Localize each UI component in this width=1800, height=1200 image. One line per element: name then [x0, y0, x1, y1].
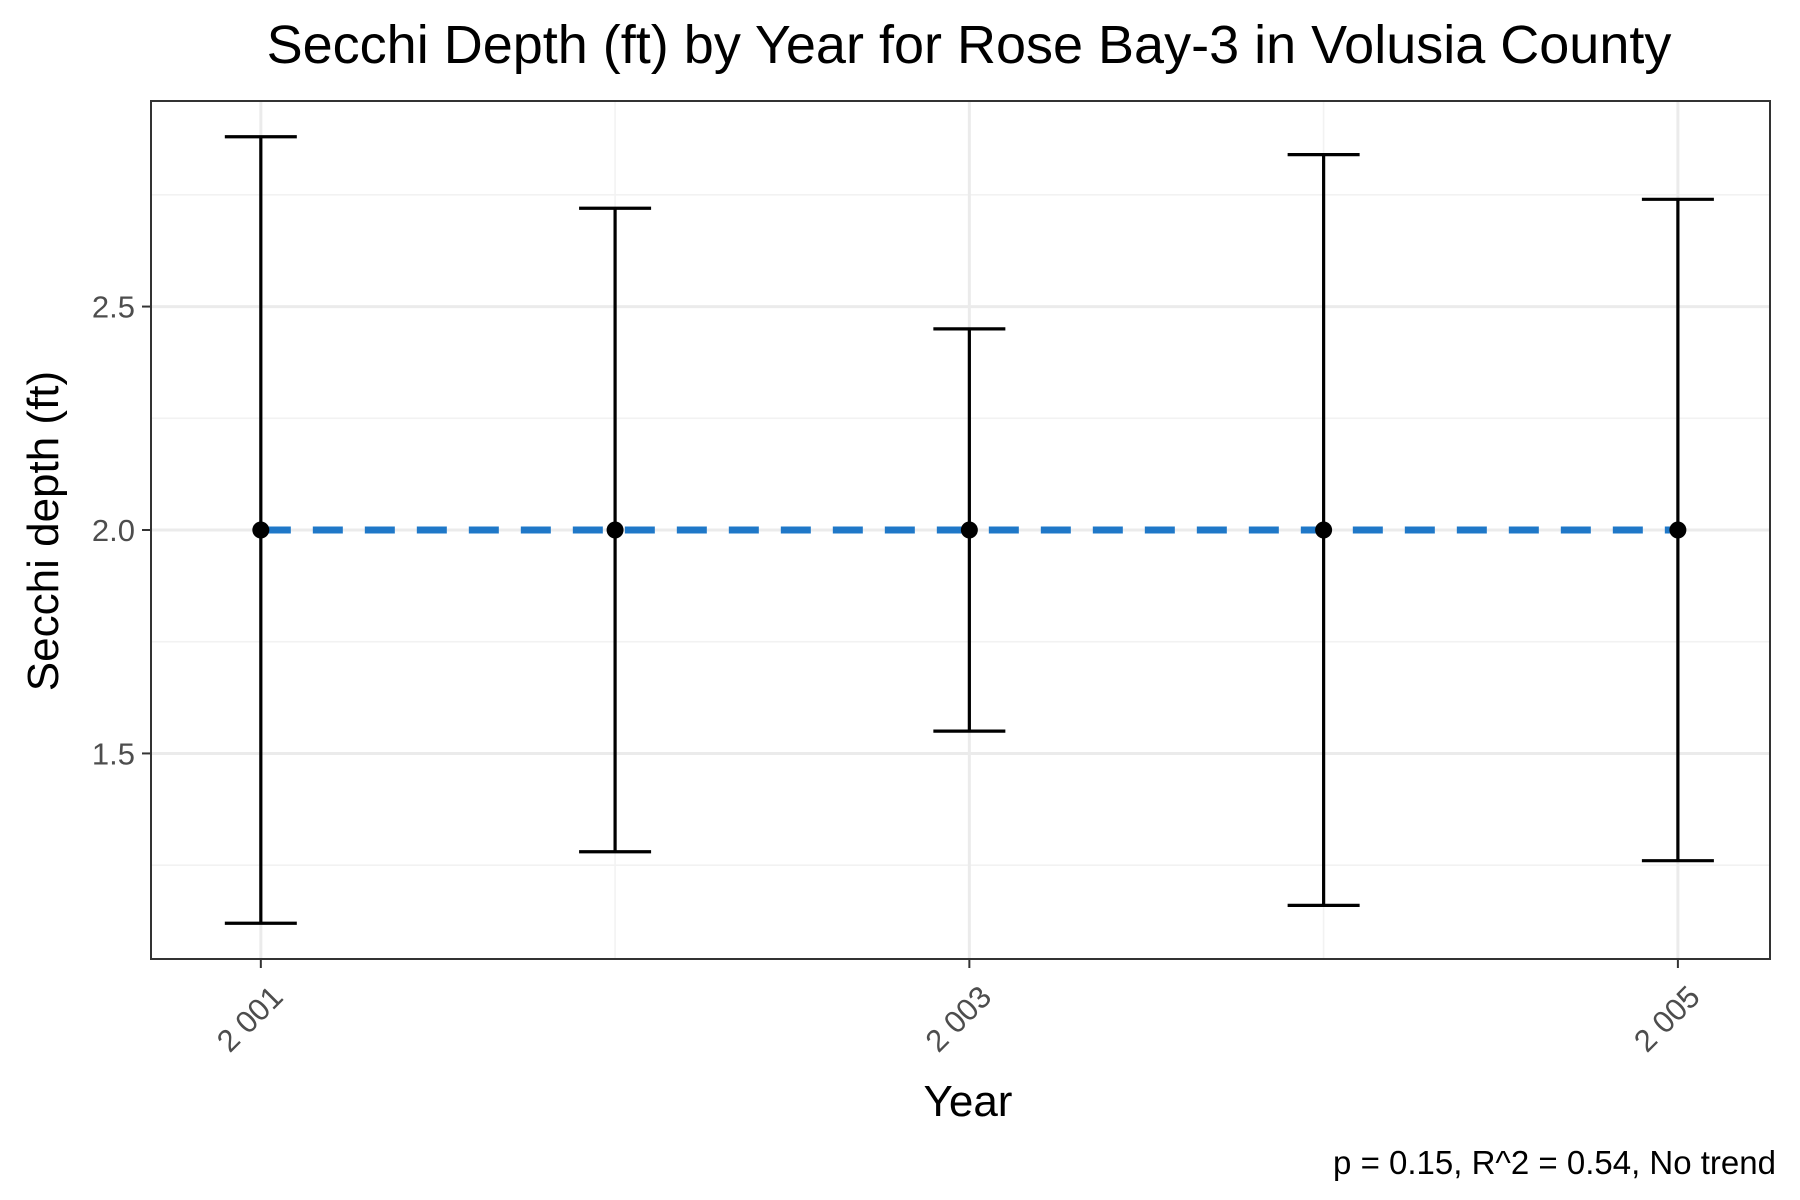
- x-axis-title: Year: [924, 1077, 1013, 1126]
- y-tick-label: 1.5: [92, 736, 135, 771]
- ticks-layer: 1.5 2.0 2.5 2 001 2 003 2 005: [92, 290, 1707, 1059]
- data-point: [960, 521, 978, 539]
- data-point: [1315, 521, 1333, 539]
- data-point: [606, 521, 624, 539]
- x-tick-label: 2 005: [1627, 979, 1707, 1059]
- chart-title: Secchi Depth (ft) by Year for Rose Bay-3…: [267, 15, 1672, 75]
- y-tick-label: 2.5: [92, 290, 135, 325]
- y-tick-label: 2.0: [92, 513, 135, 548]
- x-tick-label: 2 003: [919, 979, 999, 1059]
- data-point: [1669, 521, 1687, 539]
- y-axis-title: Secchi depth (ft): [19, 371, 68, 691]
- points-layer: [252, 521, 1687, 539]
- x-tick-label: 2 001: [210, 979, 290, 1059]
- stats-caption: p = 0.15, R^2 = 0.54, No trend: [1333, 1144, 1776, 1181]
- data-point: [252, 521, 270, 539]
